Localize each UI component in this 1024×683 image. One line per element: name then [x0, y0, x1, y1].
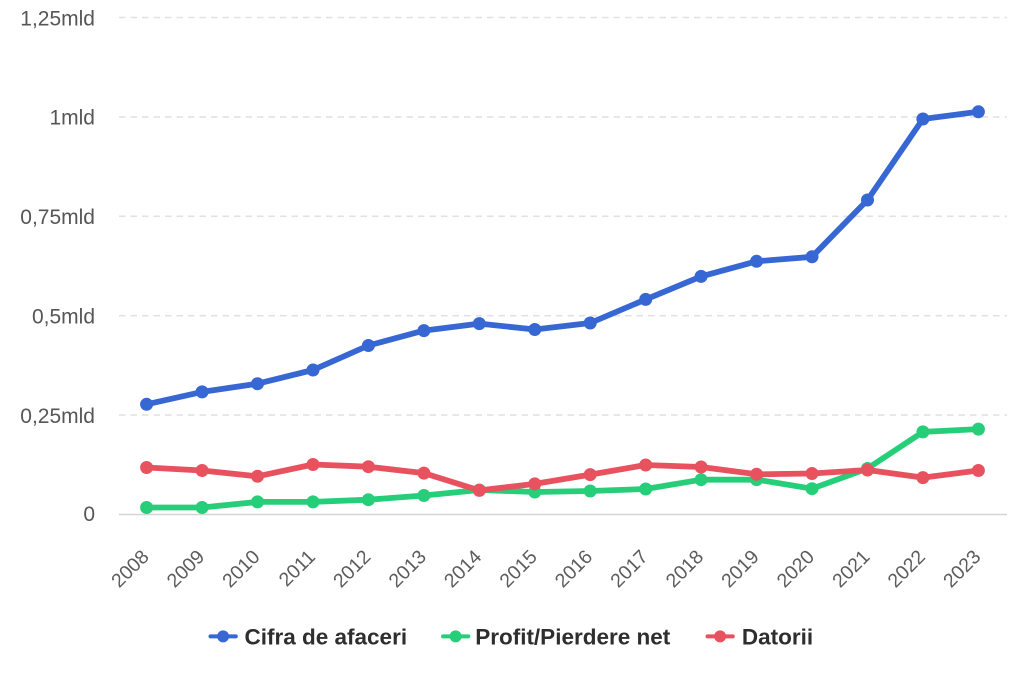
svg-text:Datorii: Datorii [742, 624, 813, 649]
svg-text:0,5mld: 0,5mld [32, 306, 95, 329]
svg-text:0,25mld: 0,25mld [20, 405, 95, 428]
svg-text:1mld: 1mld [49, 107, 95, 130]
svg-text:Cifra de afaceri: Cifra de afaceri [245, 624, 408, 649]
svg-text:1,25mld: 1,25mld [20, 7, 95, 30]
svg-text:Profit/Pierdere net: Profit/Pierdere net [475, 624, 671, 649]
svg-text:0: 0 [83, 503, 95, 526]
svg-text:0,75mld: 0,75mld [20, 206, 95, 229]
